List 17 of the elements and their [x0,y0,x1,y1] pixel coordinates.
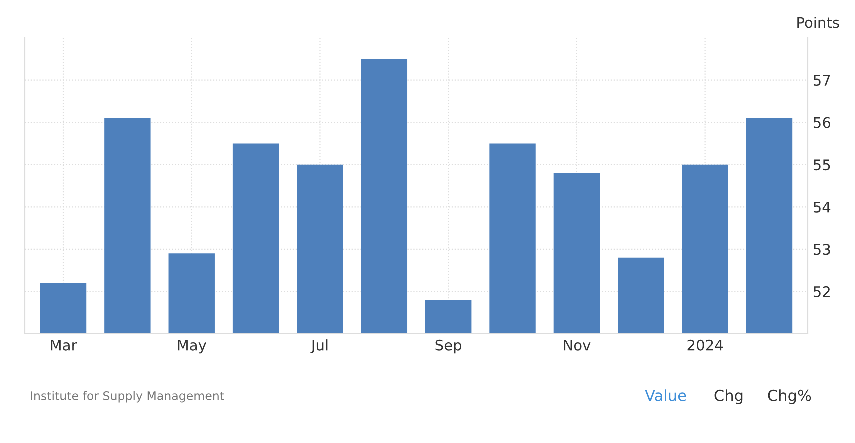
x-tick-label: Jul [310,340,328,354]
text: Chg% [768,390,812,404]
text: Chg [714,390,743,404]
x-tick-label: Nov [564,340,591,351]
text: Value [645,390,686,402]
y-tick-label: 56 [814,117,830,128]
y-tick-label: 54 [814,202,831,213]
y-tick-label: 55 [814,160,830,171]
y-tick-label: 53 [814,244,830,256]
x-tick-label: Sep [436,340,462,354]
y-tick-label: 57 [814,75,830,86]
x-tick-label: Mar [51,340,78,351]
y-tick-label: 52 [814,286,830,298]
text: Institute for Supply Management [31,391,224,403]
x-tick-label: May [178,340,207,354]
x-tick-label: 2024 [688,340,724,351]
y-axis-title: Points [798,16,840,28]
